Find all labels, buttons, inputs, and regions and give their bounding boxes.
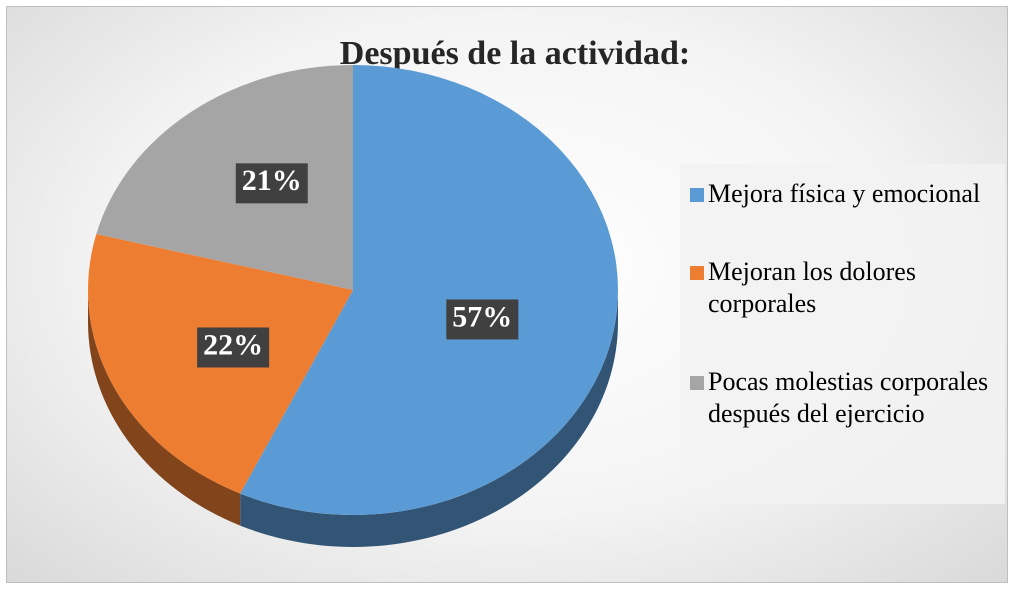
slice [96, 65, 353, 290]
chart-title: Después de la actividad: [340, 35, 690, 72]
legend-label: Mejoran los dolores corporales [708, 257, 916, 318]
legend-label: Mejora física y emocional [708, 179, 981, 208]
data-label-box [235, 163, 308, 204]
data-label: 22% [203, 328, 263, 361]
legend-item: Pocas molestias corporales después del e… [690, 366, 997, 430]
legend-item: Mejoran los dolores corporales [690, 256, 997, 320]
data-label-box [446, 299, 519, 340]
slice-side [88, 290, 241, 526]
data-label: 21% [242, 164, 302, 197]
data-label-box [197, 327, 270, 368]
legend-item: Mejora física y emocional [690, 178, 997, 210]
legend-swatch [690, 376, 704, 390]
legend-label: Pocas molestias corporales después del e… [708, 367, 989, 428]
legend-swatch [690, 266, 704, 280]
data-label: 57% [452, 300, 512, 333]
slice-side [240, 290, 618, 547]
legend: Mejora física y emocional Mejoran los dol… [680, 164, 1005, 504]
slice [240, 65, 618, 516]
legend-swatch [690, 188, 704, 202]
